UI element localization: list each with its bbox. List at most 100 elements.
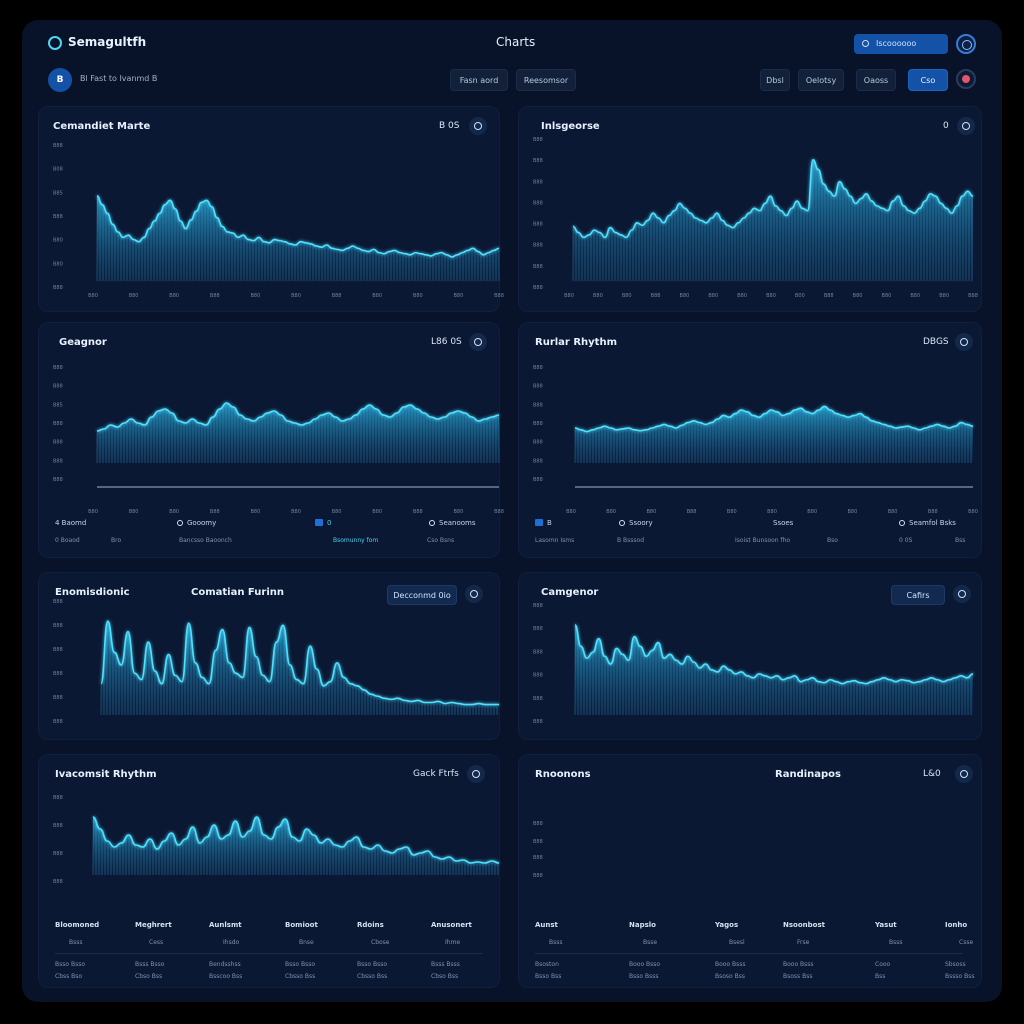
table-header: Rdoins (357, 921, 384, 929)
x-tick-label: B80 (888, 509, 898, 515)
table-cell: Cbose (371, 939, 390, 946)
table-cell: Cess (149, 939, 164, 946)
x-tick-label: B88 (651, 293, 661, 299)
x-tick-label: B80 (593, 293, 603, 299)
table-cell: Bssso Bss (945, 973, 975, 980)
legend-item: Seamfol Bsks (899, 519, 956, 527)
table-cell: Ihme (445, 939, 461, 946)
series-area (573, 159, 973, 281)
y-tick-label: B88 (53, 421, 63, 427)
panel-menu-button[interactable] (469, 333, 487, 351)
series-line (574, 624, 974, 685)
x-tick-label: B80 (88, 293, 98, 299)
chart-1: B88 B08 B85 B88 B80 B80 B88 B80 B80 B80 B88 B80 B80 B… (53, 143, 504, 299)
x-tick-label: B80 (564, 293, 574, 299)
legend-item: Seanooms (429, 519, 476, 527)
series-line (574, 405, 974, 433)
app-window: Semagultfh Charts Iscoooooo B Bl Fast to… (22, 20, 1002, 1002)
table-cell: Cbsso Bss (285, 973, 316, 980)
legend-sub: Cso Bsns (427, 537, 455, 544)
x-tick-label: B80 (129, 509, 139, 515)
panel-menu-button[interactable] (465, 585, 483, 603)
table-cell: Bsesl (729, 939, 745, 946)
x-tick-label: B88 (210, 509, 220, 515)
breadcrumb[interactable]: Bl Fast to Ivanmd B (80, 74, 158, 83)
chart-2: B88 B88 B88 B88 B88 B88 B88 B88 B80 B80 B80 B88 B80 B… (533, 137, 978, 299)
top-bar: Semagultfh Charts Iscoooooo (22, 20, 1002, 68)
panel-menu-button[interactable] (957, 117, 975, 135)
series-area (575, 624, 973, 715)
x-tick-label: B80 (169, 293, 179, 299)
table-cell: Cbss Bso (55, 973, 83, 980)
y-tick-label: B88 (533, 821, 543, 827)
y-tick-label: B88 (533, 222, 543, 228)
y-tick-label: B88 (53, 440, 63, 446)
x-tick-label: B80 (766, 293, 776, 299)
x-tick-label: B80 (622, 293, 632, 299)
table-cell: Bsscoo Bss (209, 973, 243, 980)
panel-meta: Gack Ftrfs (413, 769, 459, 779)
action-button-1[interactable]: Dbsl (760, 69, 790, 91)
y-tick-label: B88 (533, 285, 543, 291)
filter-pill[interactable]: Decconmd 0io (387, 585, 457, 605)
table-header: Ionho (945, 921, 968, 929)
legend-item: 4 Baomd (55, 519, 87, 527)
panel-menu-button[interactable] (467, 765, 485, 783)
tab-fast-board[interactable]: Fasn aord (450, 69, 508, 91)
tab-resource[interactable]: Reesomsor (516, 69, 576, 91)
series-line (100, 620, 499, 706)
action-button-primary[interactable]: Cso (908, 69, 948, 91)
action-button-3[interactable]: Oaoss (856, 69, 896, 91)
table-cell: Booo Bsss (783, 961, 814, 968)
panel-title: Enomisdionic (55, 587, 130, 598)
y-tick-label: B88 (533, 603, 543, 609)
panel-title: Inlsgeorse (541, 121, 600, 132)
panel-title: Geagnor (59, 337, 107, 348)
y-tick-label: B88 (533, 158, 543, 164)
table-cell: Bss (875, 973, 886, 980)
filter-pill[interactable]: Cafirs (891, 585, 945, 605)
panel-meta: B 0S (439, 121, 460, 131)
circle-icon (177, 520, 183, 526)
legend-item: B (535, 519, 552, 527)
x-tick-label: B80 (727, 509, 737, 515)
y-tick-label: B88 (53, 823, 63, 829)
avatar[interactable]: B (48, 68, 72, 92)
chart-5: B88 B88 B88 B88 B88 B88 (53, 599, 499, 725)
x-tick-label: B88 (210, 293, 220, 299)
series-area (575, 406, 973, 463)
settings-button[interactable] (956, 34, 976, 54)
circle-icon (899, 520, 905, 526)
y-tick-label: B88 (53, 623, 63, 629)
series-hatch (572, 161, 973, 281)
y-tick-label: B88 (53, 719, 63, 725)
x-tick-label: B80 (88, 509, 98, 515)
panel-menu-button[interactable] (469, 117, 487, 135)
search-input[interactable]: Iscoooooo (854, 34, 948, 54)
legend-item: Ssoory (619, 519, 653, 527)
table-cell: Bsoston (535, 961, 559, 968)
chart-6: B88 B88 B88 B88 B88 B88 (533, 603, 974, 725)
y-tick-label: B80 (53, 238, 63, 244)
legend-sub: Bso (827, 537, 838, 544)
panel-menu-button[interactable] (955, 765, 973, 783)
table-cell: Bsss (889, 939, 903, 946)
x-tick-label: B80 (939, 293, 949, 299)
x-tick-label: B80 (454, 509, 464, 515)
panel-menu-button[interactable] (955, 333, 973, 351)
table-header: Aunlsmt (209, 921, 242, 929)
panel-title: Rurlar Rhythm (535, 337, 617, 348)
series-hatch (574, 626, 972, 715)
action-button-2[interactable]: Oelotsy (798, 69, 844, 91)
series-line (92, 816, 500, 864)
y-tick-label: B80 (53, 261, 63, 267)
x-tick-label: B88 (968, 293, 978, 299)
x-tick-label: B80 (882, 293, 892, 299)
table-header: Napslo (629, 921, 656, 929)
search-icon (862, 40, 869, 47)
series-area (93, 817, 499, 875)
x-tick-label: B80 (372, 293, 382, 299)
record-button[interactable] (956, 69, 976, 89)
panel-menu-button[interactable] (953, 585, 971, 603)
panel-inlsgeorse: Inlsgeorse 0 B88 B88 B88 B88 B88 B88 B88 B88 B80… (518, 106, 982, 312)
